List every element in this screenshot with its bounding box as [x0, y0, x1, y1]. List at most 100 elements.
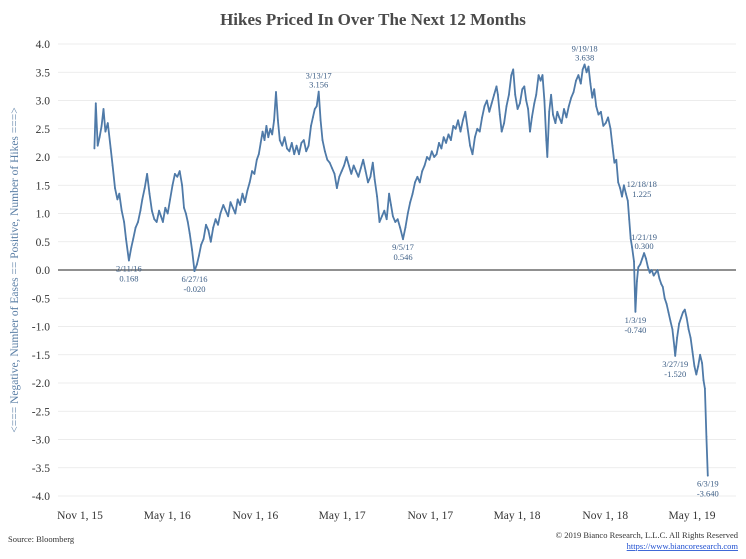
data-point: [153, 218, 156, 221]
annotation-value: -0.020: [184, 284, 206, 294]
data-point: [478, 130, 481, 133]
data-point: [600, 110, 602, 113]
y-tick-label: 2.5: [36, 124, 51, 136]
data-point: [127, 259, 130, 262]
y-tick-label: 1.0: [36, 209, 51, 221]
data-point: [300, 142, 303, 144]
data-point: [552, 113, 554, 116]
y-tick-label: -0.5: [32, 293, 50, 305]
y-axis-label: <=== Negative, Number of Eases == Positi…: [9, 107, 21, 432]
data-point: [428, 158, 431, 161]
data-point: [251, 170, 254, 173]
data-point: [155, 221, 158, 223]
data-point: [459, 130, 462, 133]
data-point: [519, 102, 521, 105]
annotations: 2/11/160.168 6/27/16-0.020 3/13/173.156 9/5…: [116, 43, 719, 498]
data-point: [525, 99, 528, 102]
data-point: [665, 303, 668, 305]
data-point: [575, 79, 577, 82]
data-point: [183, 206, 185, 209]
data-point: [572, 91, 575, 93]
data-point: [611, 144, 614, 147]
data-point: [202, 238, 205, 240]
data-point: [219, 212, 222, 215]
data-point: [255, 158, 258, 161]
data-point: [234, 212, 237, 215]
data-point: [450, 139, 452, 142]
data-point: [286, 147, 288, 150]
data-point: [111, 164, 114, 167]
data-point: [563, 108, 565, 110]
data-point: [452, 125, 455, 127]
data-point: [123, 221, 125, 223]
data-point: [166, 212, 169, 215]
annotation: 6/3/19-3.640: [697, 479, 719, 499]
annotation-date: 1/21/19: [631, 232, 657, 242]
annotation-date: 3/13/17: [306, 71, 332, 81]
data-point: [343, 164, 345, 167]
data-point: [483, 105, 486, 108]
data-point: [658, 277, 661, 280]
data-point: [362, 158, 365, 161]
data-point: [593, 88, 596, 91]
data-point: [278, 139, 281, 142]
data-point: [488, 110, 491, 113]
data-point: [100, 125, 103, 127]
data-point: [315, 105, 318, 108]
data-point: [680, 317, 682, 319]
annotation-date: 9/19/18: [572, 43, 598, 53]
data-point: [673, 345, 676, 348]
data-point: [394, 221, 397, 223]
data-point: [265, 125, 268, 127]
data-point: [106, 122, 109, 124]
data-point: [541, 74, 544, 76]
data-point: [345, 156, 348, 158]
data-point: [516, 108, 519, 110]
data-point: [521, 88, 524, 91]
data-point: [212, 226, 215, 229]
annotation: 9/5/170.546: [392, 242, 414, 262]
y-tick-label: -1.0: [32, 322, 50, 334]
data-point: [116, 198, 119, 201]
data-point: [671, 328, 674, 331]
data-point: [619, 187, 621, 190]
annotation-date: 3/27/19: [662, 359, 688, 369]
data-point: [597, 113, 600, 116]
data-point: [647, 266, 649, 269]
data-point: [512, 68, 515, 71]
data-point: [118, 192, 121, 195]
data-point: [246, 190, 249, 192]
data-point: [418, 181, 421, 184]
data-point: [271, 133, 274, 136]
annotation: 3/13/173.156: [306, 71, 332, 90]
data-point: [629, 238, 632, 240]
data-point: [693, 365, 696, 367]
data-point: [689, 336, 692, 339]
data-point: [476, 127, 479, 130]
data-point: [537, 74, 540, 76]
annotation-date: 12/18/18: [627, 179, 657, 189]
data-point: [567, 105, 570, 108]
data-point: [273, 119, 275, 122]
data-point: [355, 170, 357, 173]
annotation-date: 1/3/19: [625, 315, 647, 325]
data-point: [281, 144, 284, 147]
data-point: [469, 144, 471, 147]
y-axis-ticks: 4.0 3.5 3.0 2.5 2.0 1.5 1.0 0.5 0.0 -0.5 -1.0 -1.5 -…: [32, 39, 50, 503]
annotation-value: 3.156: [309, 80, 328, 90]
y-tick-label: 4.0: [36, 39, 51, 51]
data-point: [141, 198, 144, 201]
data-point: [695, 373, 698, 376]
chart-title: Hikes Priced In Over The Next 12 Months: [220, 10, 526, 29]
data-point: [319, 119, 322, 122]
data-point: [442, 136, 445, 139]
data-point: [267, 136, 270, 139]
data-point: [645, 257, 647, 260]
data-point: [591, 96, 594, 99]
data-point: [466, 127, 469, 130]
website-link[interactable]: https://www.biancoresearch.com: [627, 541, 739, 551]
annotation-value: 3.638: [575, 52, 594, 62]
data-point: [634, 310, 637, 313]
annotation-value: 0.300: [635, 241, 654, 251]
data-point: [214, 218, 217, 221]
